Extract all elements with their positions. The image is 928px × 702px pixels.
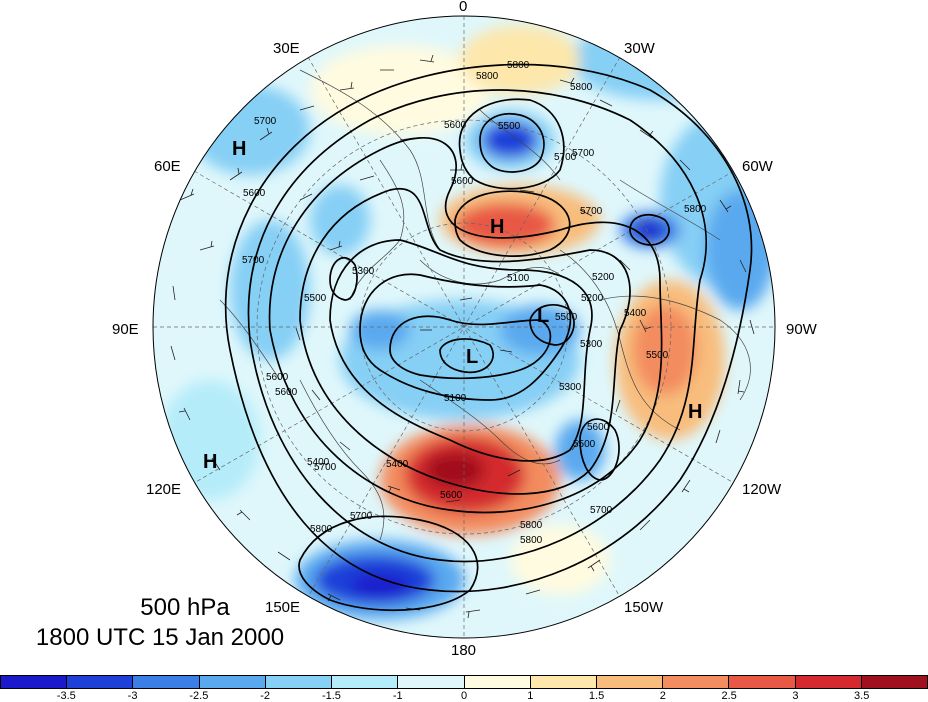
map-border — [152, 15, 776, 639]
lon-label-0: 0 — [459, 0, 468, 15]
height-contours — [224, 63, 753, 612]
colorbar-swatch — [861, 676, 928, 688]
contour-label: 5800 — [310, 524, 333, 535]
colorbar-swatch — [67, 676, 134, 688]
colorbar-swatch — [1, 676, 68, 688]
contour-label: 5700 — [580, 206, 603, 217]
pressure-center-labels: H H H H L L — [203, 138, 702, 473]
colorbar-tick-label: 0 — [460, 690, 468, 702]
contour-label: 5300 — [352, 266, 375, 277]
colorbar-tick-label: -3.5 — [56, 690, 76, 702]
high-center: H — [490, 216, 504, 238]
lon-label-150e: 150E — [265, 599, 301, 616]
contour-label: 5600 — [587, 422, 610, 433]
contour-label: 5700 — [572, 148, 595, 159]
contour-label: 5500 — [555, 312, 578, 323]
contour-label: 5200 — [581, 293, 604, 304]
contour-label: 5700 — [554, 152, 577, 163]
low-center: L — [466, 346, 478, 368]
lon-label-150w: 150W — [624, 599, 664, 616]
colorbar-swatch — [464, 676, 531, 688]
contour-labels: 5800 5800 5700 5600 5500 5700 5600 5700 … — [242, 60, 707, 546]
contour-label: 5600 — [275, 387, 298, 398]
lon-label-30e: 30E — [273, 40, 300, 57]
colorbar-swatch — [199, 676, 266, 688]
contour-label: 5800 — [570, 82, 593, 93]
colorbar-tick-label: -1.5 — [321, 690, 341, 702]
caption-time: 1800 UTC 15 Jan 2000 — [35, 624, 285, 651]
lon-label-90w: 90W — [786, 321, 817, 338]
contour-label: 5300 — [559, 382, 582, 393]
contour-label: 5400 — [307, 457, 330, 468]
contour-label: 5700 — [350, 511, 373, 522]
contour-label: 5700 — [242, 255, 265, 266]
colorbar-swatch — [332, 676, 399, 688]
contour-label: 5800 — [520, 520, 543, 531]
colorbar-swatch — [530, 676, 597, 688]
contour-label: 5800 — [507, 60, 530, 71]
colorbar-swatch — [795, 676, 862, 688]
colorbar-swatch — [398, 676, 465, 688]
lon-label-120w: 120W — [742, 481, 782, 498]
colorbar-tick-label: 2.5 — [721, 690, 737, 702]
contour-label: 5500 — [573, 439, 596, 450]
high-center: H — [203, 451, 217, 473]
caption-level: 500 hPa — [140, 594, 230, 621]
contour-label: 5800 — [520, 535, 543, 546]
graticule — [153, 16, 775, 638]
lon-label-120e: 120E — [146, 481, 182, 498]
contour-label: 5500 — [646, 350, 669, 361]
contour-label: 5100 — [444, 393, 467, 404]
colorbar-swatch — [265, 676, 333, 688]
colorbar — [0, 675, 928, 689]
contour-label: 5600 — [440, 490, 463, 501]
colorbar-swatch — [663, 676, 730, 688]
contour-label: 5600 — [451, 176, 474, 187]
lon-label-30w: 30W — [624, 40, 655, 57]
colorbar-swatch — [596, 676, 664, 688]
colorbar-tick-label: 1 — [527, 690, 534, 702]
contour-label: 5600 — [266, 372, 289, 383]
colorbar-tick-label: 2 — [659, 690, 666, 702]
colorbar-tick-label: -2.5 — [189, 690, 209, 702]
contour-label: 5700 — [590, 505, 613, 516]
colorbar-swatch — [133, 676, 200, 688]
colorbar-tick-label: -1 — [392, 690, 403, 702]
colorbar-tick-label: -3 — [127, 690, 138, 702]
coastlines — [219, 69, 751, 541]
lon-label-90e: 90E — [112, 321, 139, 338]
colorbar-tick-label: 3.5 — [854, 690, 870, 702]
high-center: H — [232, 138, 246, 160]
low-center: L — [537, 305, 549, 327]
contour-label: 5500 — [304, 293, 327, 304]
contour-label: 5400 — [624, 308, 647, 319]
contour-label: 5700 — [254, 116, 277, 127]
contour-label: 5800 — [476, 71, 499, 82]
contour-label: 5700 — [314, 462, 337, 473]
contour-label: 5400 — [386, 459, 409, 470]
colorbar-tick-label: 1.5 — [588, 690, 605, 702]
contour-label: 5500 — [498, 121, 521, 132]
contour-label: 5800 — [684, 204, 707, 215]
contour-label: 5600 — [444, 120, 467, 131]
colorbar-swatch — [729, 676, 796, 688]
lon-label-60e: 60E — [154, 158, 181, 175]
high-center: H — [688, 401, 702, 423]
lon-label-60w: 60W — [742, 158, 773, 175]
contour-label: 5200 — [592, 272, 615, 283]
contour-label: 5100 — [507, 273, 530, 284]
colorbar-tick-label: 3 — [792, 690, 799, 702]
contour-label: 5300 — [580, 339, 603, 350]
lon-label-180: 180 — [451, 642, 477, 659]
contour-label: 5600 — [243, 188, 266, 199]
colorbar-tick-label: -2 — [260, 690, 271, 702]
